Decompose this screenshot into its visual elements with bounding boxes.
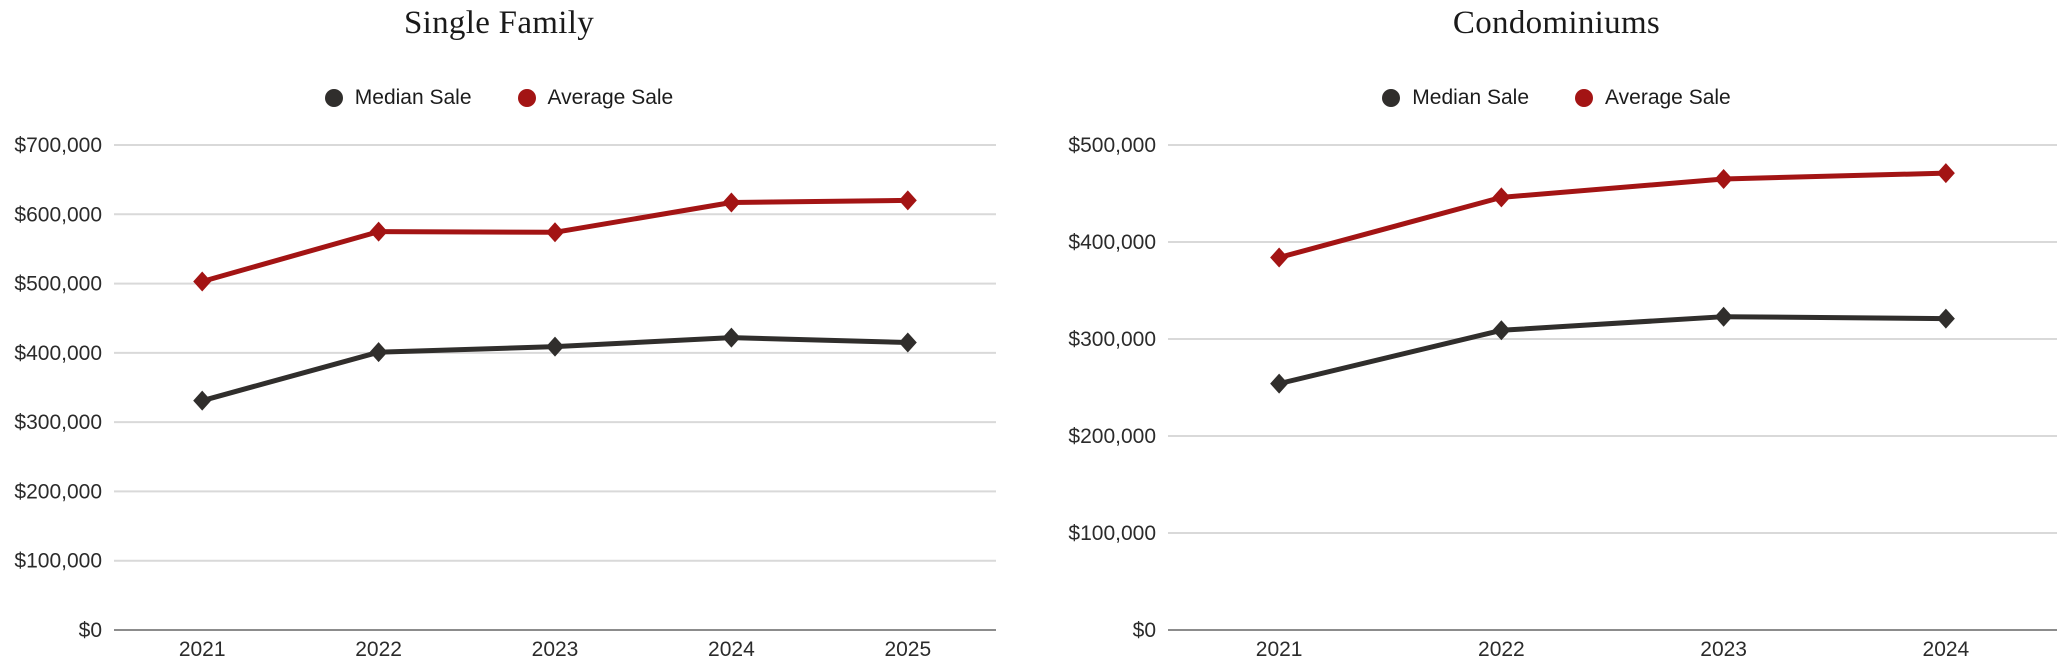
average-sale-legend-dot-icon	[517, 89, 536, 107]
y-tick-label: $600,000	[14, 203, 102, 226]
data-point-median-sale	[1492, 320, 1511, 341]
y-tick-label: $200,000	[1068, 425, 1156, 448]
x-tick-label: 2023	[1700, 638, 1747, 661]
average-sale-legend-dot-icon	[1575, 89, 1594, 107]
x-tick-label: 2022	[1478, 638, 1525, 661]
y-tick-label: $100,000	[1068, 522, 1156, 545]
y-tick-label: $500,000	[14, 273, 102, 296]
x-tick-label: 2023	[532, 638, 579, 661]
data-point-median-sale	[1270, 373, 1289, 394]
y-tick-label: $700,000	[14, 134, 102, 157]
condominiums-chart-title: Condominiums	[1452, 5, 1661, 41]
series-line-median-sale	[1276, 314, 1949, 387]
legend-item-average-sale[interactable]: Average Sale	[517, 86, 674, 110]
average-sale-legend-label: Average Sale	[547, 86, 674, 109]
single-family-chart-title: Single Family	[404, 5, 594, 41]
median-sale-legend-label: Median Sale	[354, 86, 472, 109]
data-point-median-sale	[898, 332, 917, 353]
data-point-average-sale	[1270, 247, 1289, 268]
x-tick-label: 2021	[179, 638, 226, 661]
median-sale-legend-dot-icon	[1382, 89, 1401, 107]
y-tick-label: $400,000	[14, 342, 102, 365]
series-line-average-sale	[1276, 170, 1949, 261]
data-point-average-sale	[722, 192, 741, 213]
x-tick-label: 2025	[884, 638, 931, 661]
y-tick-label: $500,000	[1068, 134, 1156, 157]
data-point-median-sale	[722, 327, 741, 348]
x-tick-label: 2021	[1256, 638, 1303, 661]
legend-item-median-sale[interactable]: Median Sale	[1382, 86, 1529, 110]
data-point-average-sale	[546, 222, 564, 243]
condominiums-plot: $0 $100,000 $200,000 $300,000 $400,000 $500,0…	[1068, 134, 2057, 661]
x-tick-label: 2024	[708, 638, 755, 661]
condominiums-chart-panel: Condominiums Median Sale Average Sale $0…	[1054, 0, 2059, 665]
y-tick-label: $200,000	[14, 480, 102, 503]
y-tick-label: $300,000	[14, 411, 102, 434]
data-point-average-sale	[898, 190, 917, 211]
data-point-average-sale	[1714, 168, 1733, 189]
y-tick-label: $0	[79, 619, 102, 642]
data-point-median-sale	[369, 342, 388, 363]
legend-item-average-sale[interactable]: Average Sale	[1575, 86, 1731, 110]
x-tick-label: 2022	[355, 638, 402, 661]
data-point-average-sale	[193, 271, 212, 292]
data-point-average-sale	[369, 221, 388, 242]
median-sale-legend-label: Median Sale	[1412, 86, 1530, 109]
y-tick-label: $400,000	[1068, 231, 1156, 254]
condominiums-legend: Median Sale Average Sale	[1054, 86, 2059, 110]
single-family-legend: Median Sale Average Sale	[0, 86, 998, 110]
single-family-plot: $0 $100,000 $200,000 $300,000 $400,000 $500,0…	[14, 134, 996, 661]
y-tick-label: $0	[1133, 619, 1156, 642]
y-tick-label: $300,000	[1068, 328, 1156, 351]
data-point-median-sale	[1714, 306, 1733, 327]
data-point-average-sale	[1936, 163, 1955, 184]
data-point-median-sale	[546, 336, 564, 357]
data-point-median-sale	[1936, 308, 1955, 329]
single-family-chart-panel: Single Family Median Sale Average Sale $…	[0, 0, 998, 665]
x-tick-label: 2024	[1923, 638, 1970, 661]
y-tick-label: $100,000	[14, 550, 102, 573]
median-sale-legend-dot-icon	[324, 89, 343, 107]
data-point-median-sale	[193, 390, 212, 411]
legend-item-median-sale[interactable]: Median Sale	[324, 86, 472, 110]
average-sale-legend-label: Average Sale	[1605, 86, 1731, 109]
data-point-average-sale	[1492, 187, 1511, 208]
